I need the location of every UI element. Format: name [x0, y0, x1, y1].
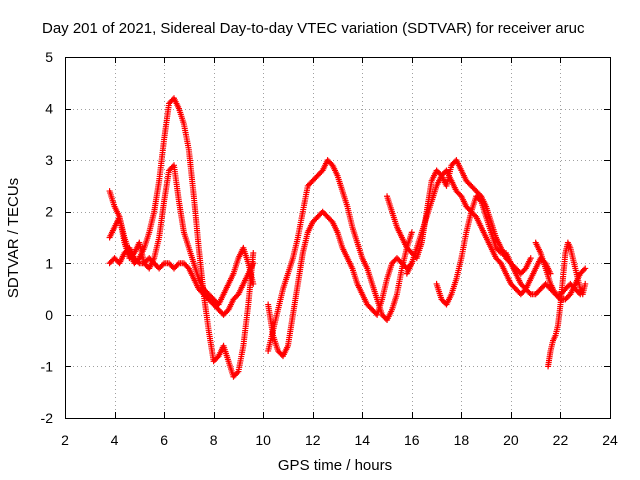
data-point [250, 280, 257, 287]
series-track-b [106, 162, 257, 308]
data-point [318, 168, 325, 175]
y-tick-label: -2 [41, 410, 54, 426]
data-point [521, 266, 528, 273]
series-track-j [532, 239, 589, 303]
data-point [234, 369, 241, 376]
data-point [250, 249, 257, 256]
data-point [527, 255, 534, 262]
data-point [457, 191, 464, 198]
data-point [184, 264, 191, 271]
x-tick-label: 12 [305, 432, 321, 448]
y-tick-label: 2 [45, 204, 53, 220]
series-track-d [265, 157, 415, 354]
x-tick-label: 4 [111, 432, 119, 448]
data-point [582, 280, 589, 287]
data-point [250, 260, 257, 267]
y-tick-label: -1 [41, 358, 54, 374]
y-tick-label: 4 [45, 101, 53, 117]
x-tick-label: 20 [503, 432, 519, 448]
data-point [566, 292, 573, 299]
series-track-h [433, 193, 584, 308]
x-axis-label: GPS time / hours [278, 457, 392, 474]
y-tick-label: 3 [45, 152, 53, 168]
series-track-a [106, 95, 257, 380]
data-point [408, 229, 415, 236]
data-point [556, 295, 563, 302]
data-point [496, 258, 503, 265]
data-point [580, 266, 587, 273]
x-tick-label: 16 [404, 432, 420, 448]
y-tick-label: 0 [45, 307, 53, 323]
data-points [106, 95, 589, 380]
series-track-e [265, 208, 415, 360]
data-point [582, 265, 589, 272]
y-tick-label: 5 [45, 49, 53, 65]
y-tick-label: 1 [45, 255, 53, 271]
data-point [135, 258, 142, 265]
data-point [496, 248, 503, 255]
data-point [328, 161, 335, 168]
data-point [526, 289, 533, 296]
data-point [174, 261, 181, 268]
x-tick-label: 14 [354, 432, 370, 448]
data-point [234, 292, 241, 299]
x-tick-label: 18 [454, 432, 470, 448]
plot-frame [65, 57, 611, 419]
series-track-c [106, 244, 257, 318]
x-tick-label: 8 [210, 432, 218, 448]
data-point [159, 261, 166, 268]
x-tick-label: 22 [553, 432, 569, 448]
data-point [328, 217, 335, 224]
y-axis-label: SDTVAR / TECUs [5, 178, 22, 298]
data-point [224, 307, 231, 314]
grid [65, 57, 610, 418]
series-track-g [403, 167, 554, 298]
data-point [476, 197, 483, 204]
x-tick-label: 10 [255, 432, 271, 448]
x-tick-label: 6 [160, 432, 168, 448]
x-tick-label: 2 [61, 432, 69, 448]
series-track-i [545, 239, 589, 370]
data-point [214, 354, 221, 361]
x-tick-label: 24 [602, 432, 618, 448]
chart-title: Day 201 of 2021, Sidereal Day-to-day VTE… [42, 20, 585, 37]
